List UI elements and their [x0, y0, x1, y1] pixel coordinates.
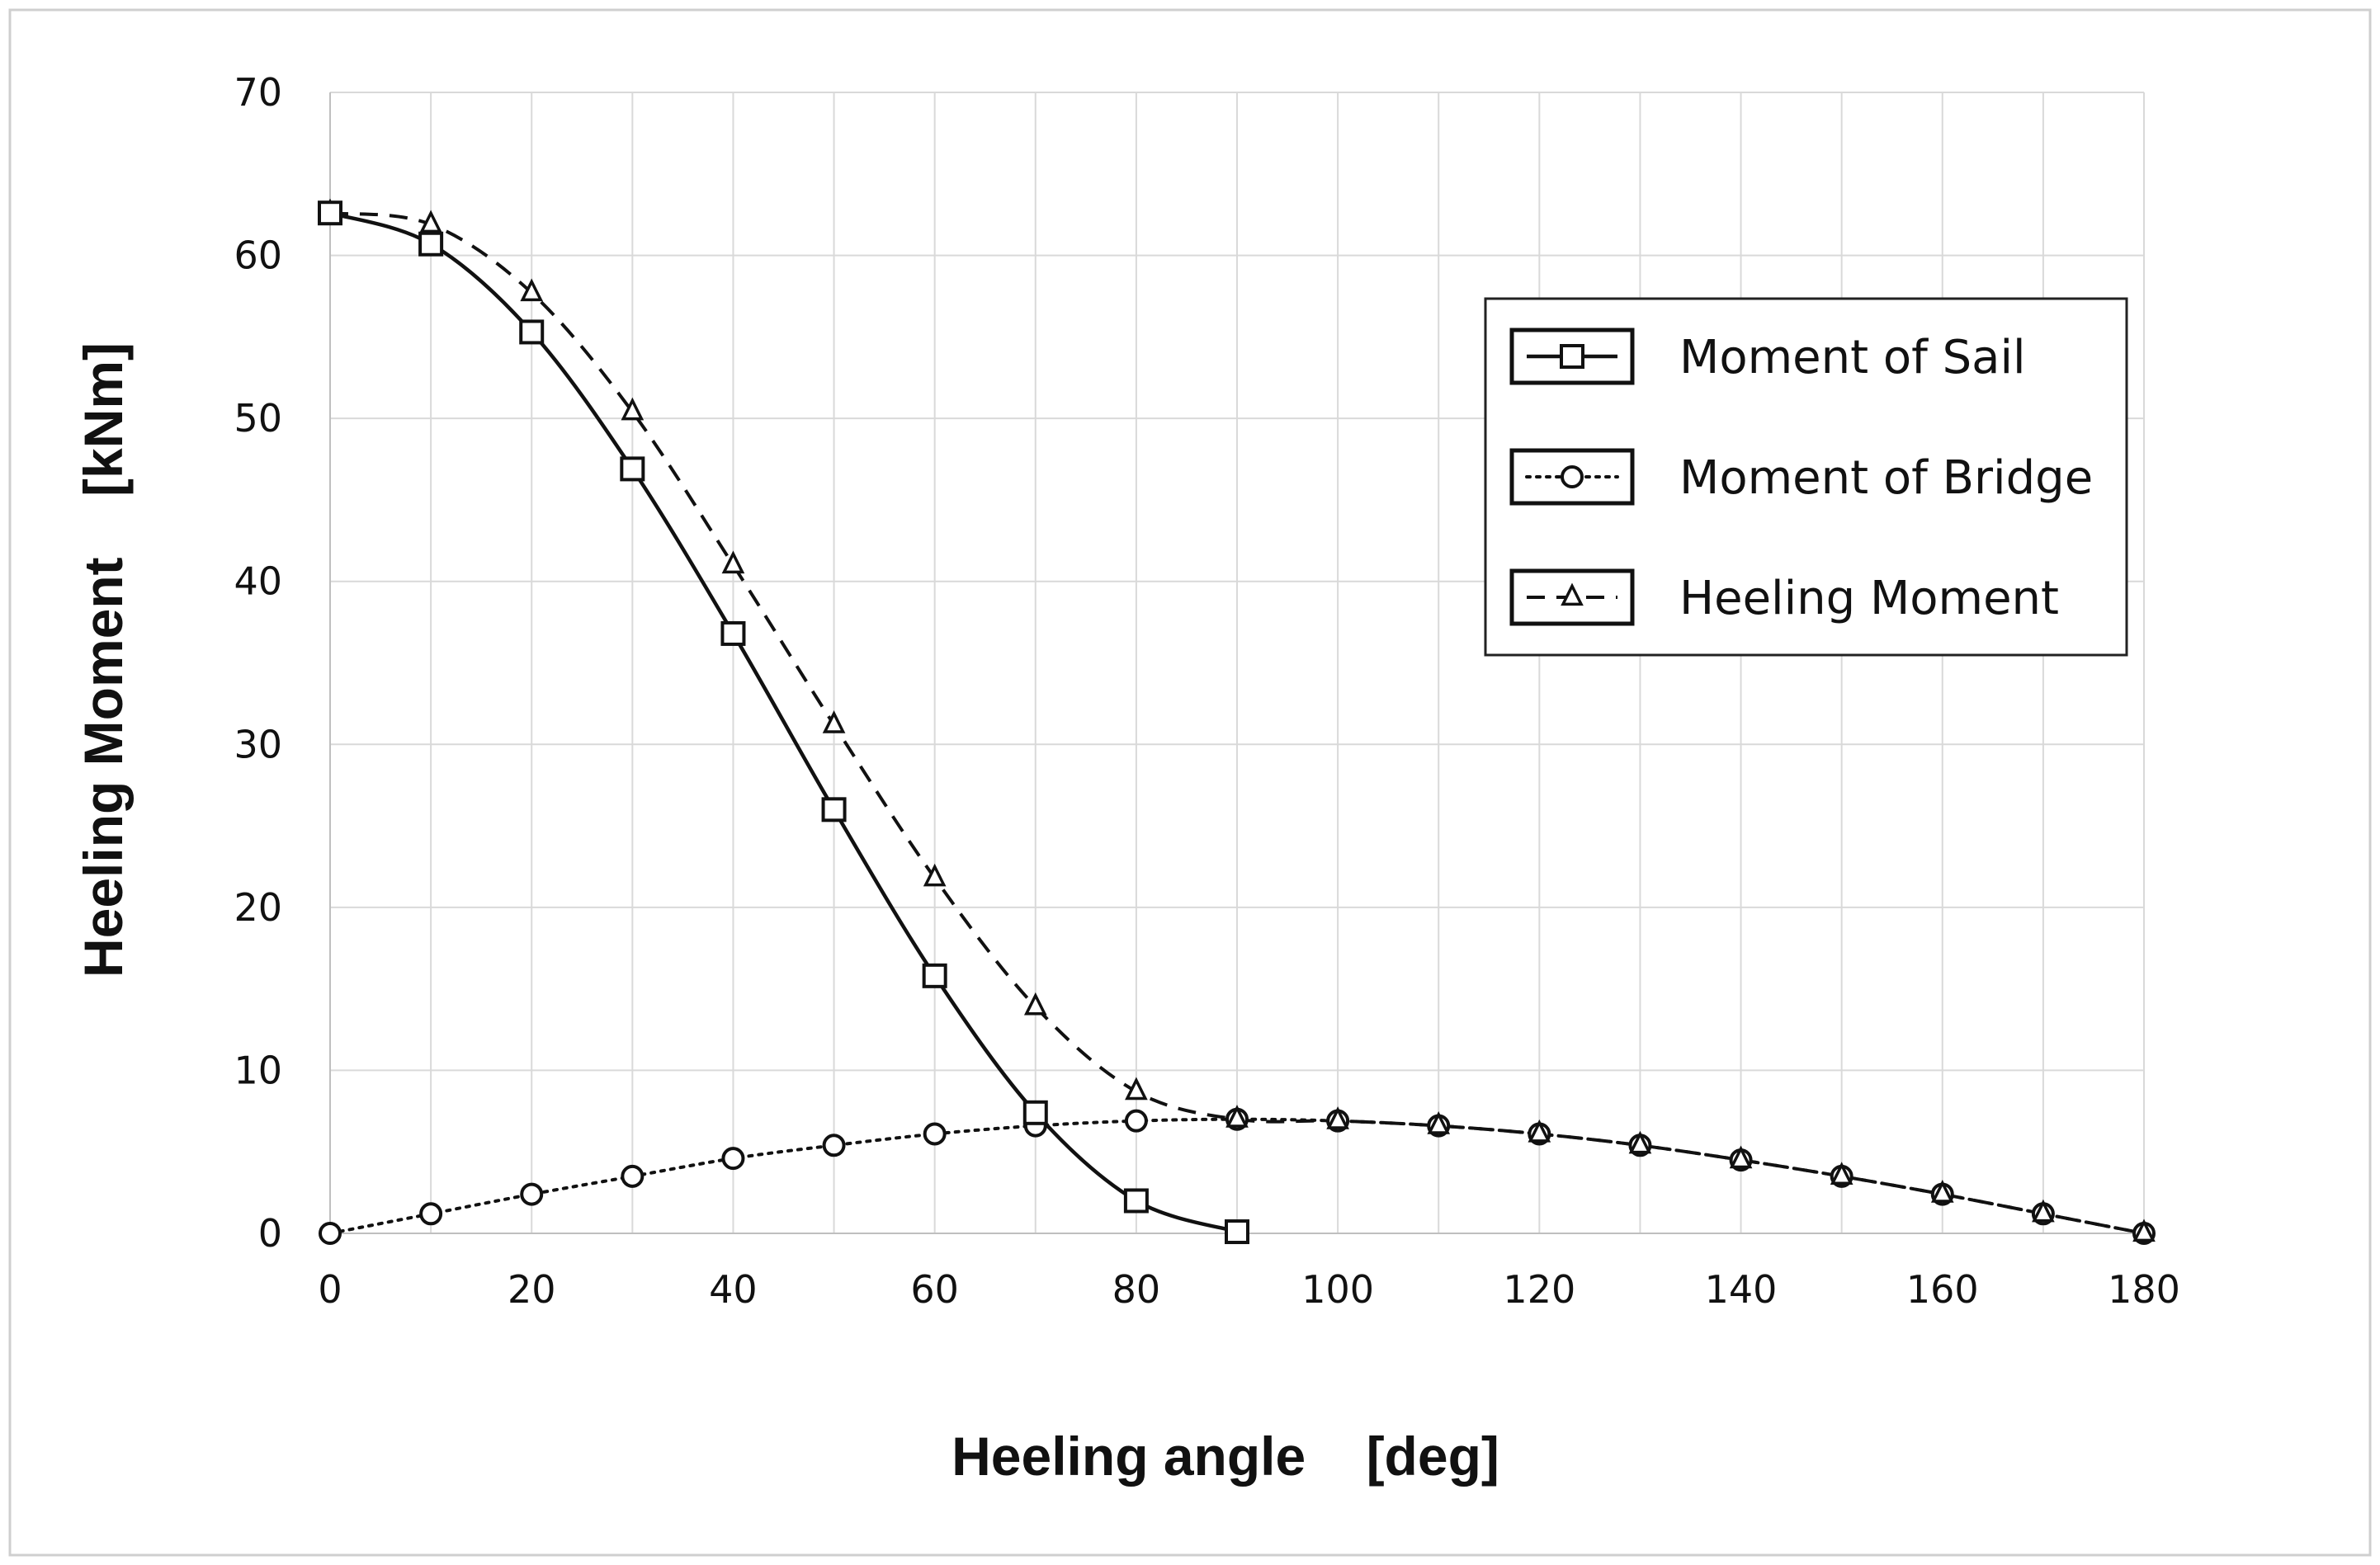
- data-point-heeling-moment: [721, 550, 745, 574]
- y-tick-label: 0: [258, 1211, 282, 1256]
- data-point-heeling-moment: [1930, 1180, 1954, 1203]
- x-axis-title: Heeling angle [deg]: [952, 1426, 1499, 1487]
- data-point-heeling-moment: [1125, 1077, 1148, 1101]
- data-point-moment-of-bridge: [822, 1134, 846, 1157]
- x-tick-label: 140: [1705, 1267, 1778, 1312]
- data-point-heeling-moment: [520, 278, 544, 302]
- data-point-heeling-moment: [1628, 1130, 1652, 1154]
- data-point-moment-of-bridge: [923, 1122, 947, 1146]
- series-markers: [318, 198, 2156, 1245]
- data-point-heeling-moment: [822, 710, 846, 733]
- legend-label-moment-of-bridge: Moment of Bridge: [1679, 451, 2093, 505]
- tick-labels: 0 20 40 60 80 100 120 140 160 180 0 10 20 30 40 50 60 70: [234, 70, 2179, 1312]
- series-line-moment-of-sail: [329, 211, 1238, 1234]
- legend-marker-square: [1560, 344, 1584, 369]
- data-point-moment-of-bridge: [319, 1222, 342, 1245]
- y-tick-label: 40: [234, 559, 282, 604]
- data-point-heeling-moment: [923, 863, 947, 887]
- figure-border: [8, 8, 2372, 1557]
- data-point-moment-of-sail: [519, 319, 545, 345]
- data-point-moment-of-sail: [1225, 1219, 1249, 1245]
- data-point-moment-of-bridge: [520, 1182, 544, 1206]
- x-tick-label: 160: [1906, 1267, 1979, 1312]
- y-tick-label: 30: [234, 722, 282, 766]
- x-tick-label: 20: [508, 1267, 556, 1312]
- legend-label-moment-of-sail: Moment of Sail: [1679, 331, 2026, 384]
- data-point-heeling-moment: [2032, 1199, 2055, 1223]
- x-tick-label: 100: [1301, 1267, 1374, 1312]
- data-point-moment-of-sail: [620, 456, 645, 482]
- y-tick-label: 50: [234, 396, 282, 441]
- y-axis-title: Heeling Moment [kNm]: [73, 342, 134, 978]
- data-point-heeling-moment: [1528, 1119, 1551, 1143]
- data-point-moment-of-sail: [1123, 1188, 1149, 1214]
- data-point-moment-of-sail: [720, 620, 746, 646]
- legend-label-heeling-moment: Heeling Moment: [1679, 572, 2059, 625]
- legend-marker-circle: [1561, 465, 1584, 488]
- x-tick-label: 120: [1503, 1267, 1575, 1312]
- legend: Moment of Sail Moment of Bridge Heeling Mo…: [1484, 297, 2128, 657]
- x-tick-label: 60: [910, 1267, 959, 1312]
- data-point-moment-of-sail: [318, 200, 342, 226]
- x-tick-label: 180: [2108, 1267, 2180, 1312]
- data-point-heeling-moment: [621, 397, 645, 421]
- data-point-moment-of-sail: [1022, 1100, 1048, 1125]
- data-point-heeling-moment: [1427, 1111, 1451, 1134]
- y-tick-label: 70: [234, 70, 282, 115]
- data-point-moment-of-sail: [418, 231, 444, 257]
- data-point-heeling-moment: [1023, 992, 1047, 1016]
- data-point-heeling-moment: [1326, 1106, 1349, 1129]
- data-point-moment-of-bridge: [1124, 1109, 1148, 1133]
- data-point-heeling-moment: [1729, 1145, 1753, 1169]
- x-tick-label: 40: [709, 1267, 758, 1312]
- data-point-moment-of-sail: [922, 963, 947, 988]
- y-tick-label: 60: [234, 233, 282, 278]
- grid: [329, 92, 2145, 1234]
- x-tick-label: 80: [1112, 1267, 1161, 1312]
- y-tick-label: 10: [234, 1048, 282, 1092]
- data-point-moment-of-sail: [821, 797, 847, 823]
- legend-items: Moment of Sail Moment of Bridge Heeling Mo…: [1509, 328, 2093, 626]
- data-point-heeling-moment: [419, 210, 442, 233]
- data-point-heeling-moment: [1225, 1105, 1249, 1128]
- data-point-moment-of-bridge: [721, 1147, 745, 1171]
- data-point-heeling-moment: [1830, 1162, 1853, 1185]
- y-tick-label: 20: [234, 885, 282, 930]
- x-tick-label: 0: [318, 1267, 342, 1312]
- data-point-moment-of-bridge: [621, 1164, 645, 1188]
- data-point-heeling-moment: [2132, 1219, 2156, 1242]
- data-point-moment-of-bridge: [419, 1202, 443, 1226]
- legend-marker-triangle: [1561, 582, 1584, 606]
